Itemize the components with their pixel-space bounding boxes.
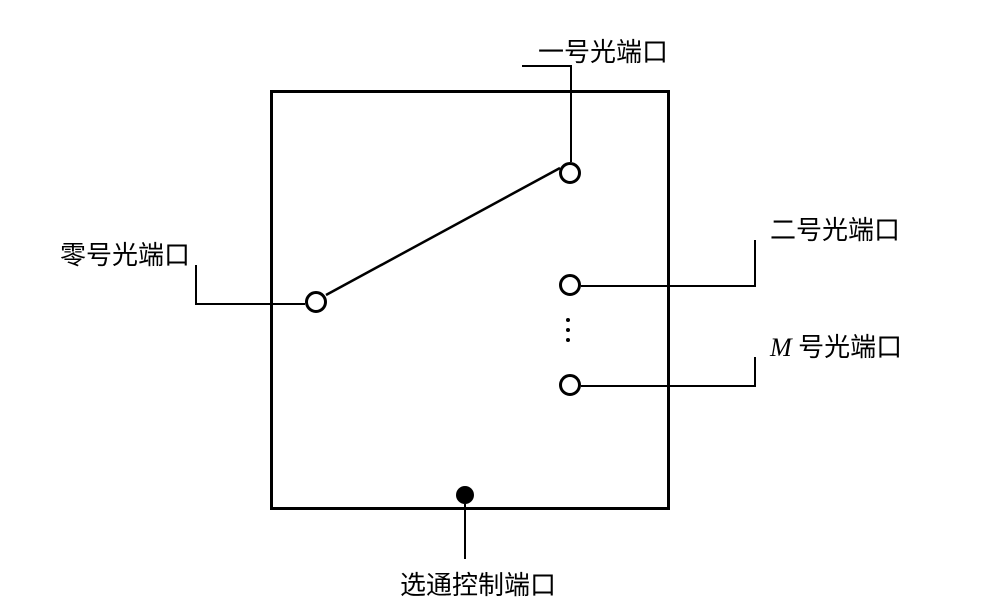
port-two (559, 274, 581, 296)
label-two: 二号光端口 (770, 210, 900, 247)
device-box (270, 90, 670, 510)
port-m (559, 374, 581, 396)
port-zero (305, 291, 327, 313)
leader-m-v (754, 357, 756, 387)
label-one: 一号光端口 (538, 32, 668, 69)
label-m: M 号光端口 (770, 327, 902, 364)
leader-two-h (581, 285, 756, 287)
leader-zero-v (195, 265, 197, 305)
leader-zero-h (195, 303, 305, 305)
ellipsis-dots (566, 318, 570, 342)
leader-m-h (581, 385, 756, 387)
label-control: 选通控制端口 (400, 565, 556, 602)
optical-switch-diagram: 零号光端口 一号光端口 二号光端口 M 号光端口 选通控制端口 (0, 0, 1000, 615)
leader-one-v (570, 65, 572, 162)
leader-two-v (754, 240, 756, 287)
label-zero: 零号光端口 (60, 235, 190, 272)
leader-ctrl-v (464, 504, 466, 559)
port-control (456, 486, 474, 504)
port-one (559, 162, 581, 184)
